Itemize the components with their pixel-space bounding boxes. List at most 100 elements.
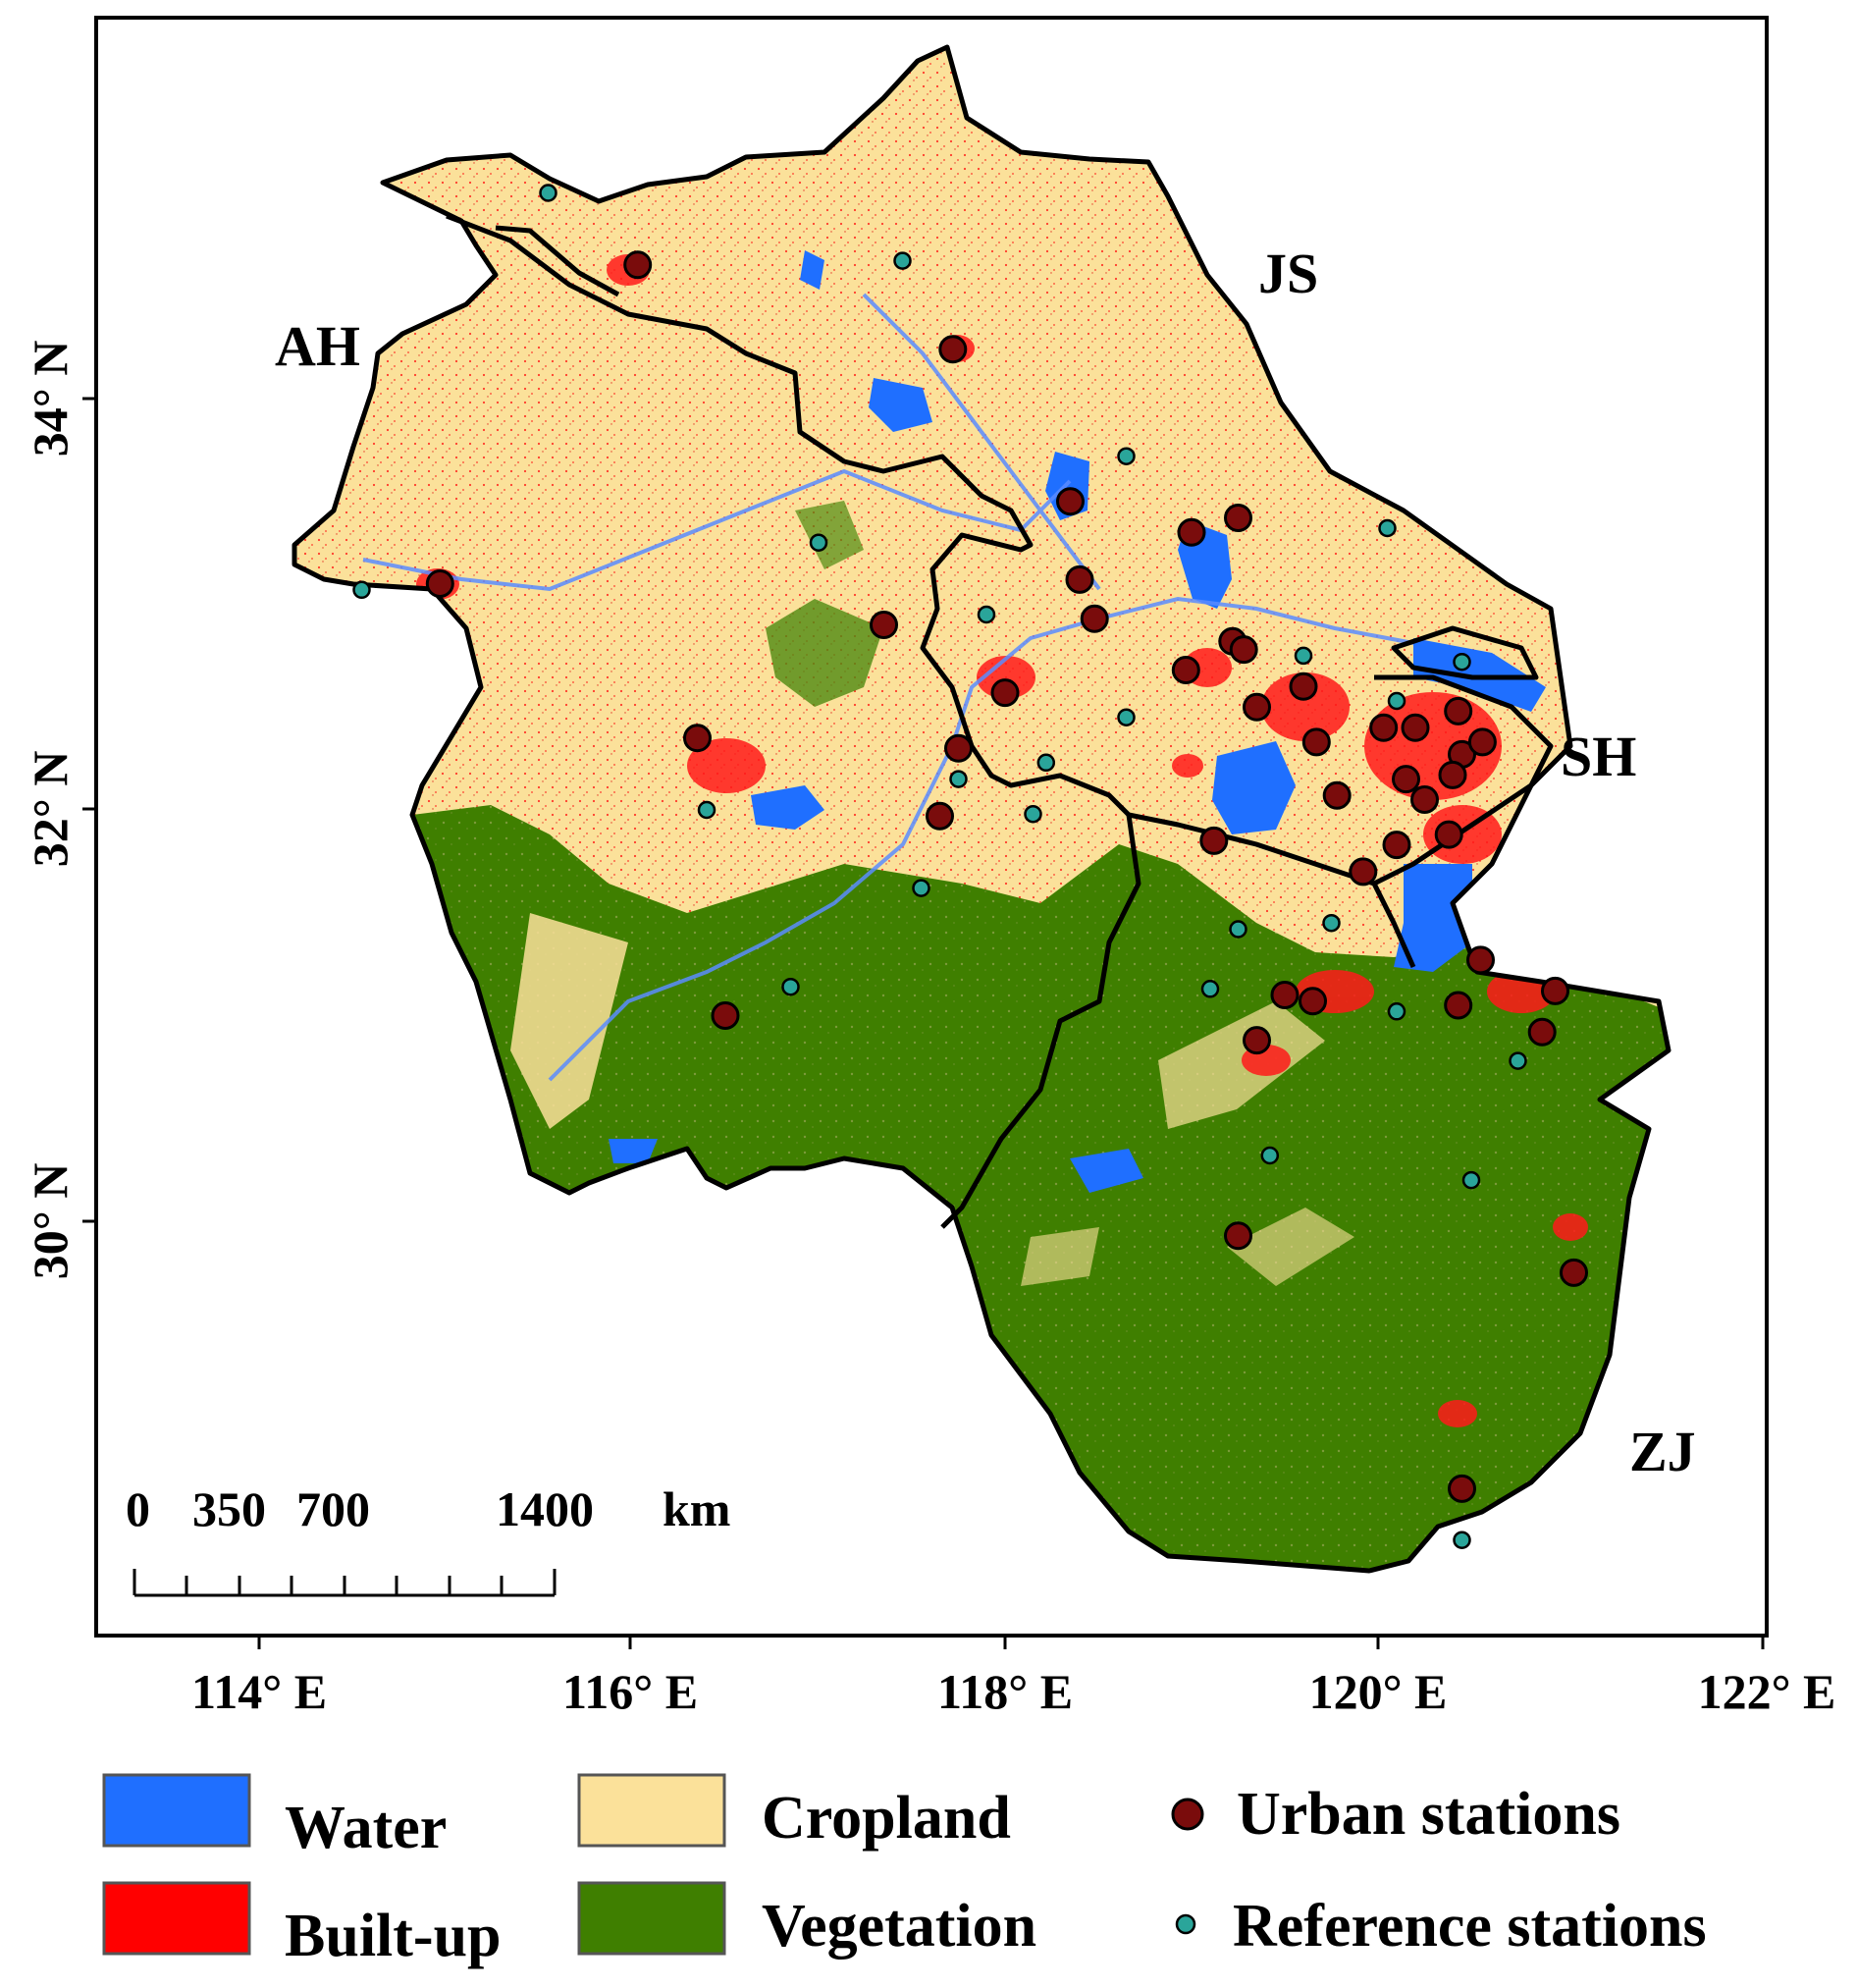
urban-station-marker <box>1299 987 1327 1016</box>
reference-station-marker <box>1453 1531 1471 1549</box>
scale-label-700: 700 <box>296 1481 370 1536</box>
urban-station-marker <box>1444 991 1473 1020</box>
hangzhou-bay <box>1394 864 1472 972</box>
x-tick-118: 118° E <box>937 1664 1073 1719</box>
reference-station-marker <box>539 184 557 202</box>
legend-label-vegetation: Vegetation <box>762 1893 1036 1960</box>
reference-station-marker <box>781 977 800 996</box>
reference-station-marker <box>1322 913 1341 933</box>
reference-station-marker <box>697 800 716 820</box>
urban-station-marker <box>1322 780 1352 810</box>
urban-station-marker <box>1199 826 1229 855</box>
reference-station-marker <box>1461 1170 1481 1190</box>
urban-station-marker <box>1444 696 1473 725</box>
lake-weishan <box>800 250 824 290</box>
region-label-zj: ZJ <box>1629 1420 1696 1483</box>
urban-station-marker <box>990 678 1020 708</box>
reference-station-marker <box>893 251 912 270</box>
urban-station-marker <box>1056 487 1085 516</box>
legend-label-urban-stations: Urban stations <box>1237 1781 1620 1848</box>
legend-swatch-vegetation <box>577 1881 726 1956</box>
legend-label-water: Water <box>285 1795 447 1861</box>
lake-chaohu <box>751 785 824 830</box>
boundary-sh <box>1372 674 1554 887</box>
legend-label-reference-stations: Reference stations <box>1233 1893 1707 1960</box>
scale-label-350: 350 <box>192 1481 266 1536</box>
urban-station-marker <box>1382 831 1411 860</box>
urban-station-marker <box>926 801 954 831</box>
urban-station-marker <box>1541 976 1569 1005</box>
legend-urban-station-marker <box>1171 1798 1204 1831</box>
scale-bar: 0 350 700 1400 km <box>126 1481 730 1597</box>
boundary-ah-js <box>446 213 1131 817</box>
urban-station-marker <box>711 1001 740 1030</box>
province-boundaries <box>294 47 1669 1571</box>
region-label-sh: SH <box>1561 725 1636 788</box>
urban-station-marker <box>1229 635 1258 665</box>
urban-station-marker <box>938 335 968 364</box>
urban-stations-layer <box>425 250 1588 1503</box>
urban-station-marker <box>1410 785 1439 814</box>
urban-station-marker <box>1448 1474 1476 1503</box>
y-tick-30: 30° N <box>23 1163 78 1280</box>
legend: Water Built-up Cropland Vegetation Urban… <box>102 1773 1707 1969</box>
urban-station-marker <box>683 724 712 753</box>
reservoir-sw <box>609 1139 658 1163</box>
urban-station-marker <box>1527 1017 1557 1047</box>
reference-station-marker <box>1200 980 1220 998</box>
urban-station-marker <box>944 733 973 763</box>
reference-station-marker <box>1117 708 1136 726</box>
region-label-js: JS <box>1258 242 1318 305</box>
reference-station-marker <box>977 605 996 624</box>
boundary-chongming <box>1391 625 1539 680</box>
reference-station-marker <box>1229 920 1247 939</box>
boundary-ah-zj <box>940 814 1141 1229</box>
reference-station-marker <box>1453 652 1471 672</box>
urban-station-marker <box>1560 1258 1588 1287</box>
scale-unit: km <box>663 1481 730 1536</box>
reference-station-marker <box>912 879 930 897</box>
urban-station-marker <box>1171 656 1200 684</box>
reference-station-marker <box>1387 691 1406 711</box>
boundary-js-zj <box>1128 812 1416 969</box>
reference-station-marker <box>1036 753 1056 773</box>
reference-station-marker <box>352 580 371 600</box>
reference-station-marker <box>1378 518 1397 538</box>
urban-station-marker <box>1466 945 1495 975</box>
urban-station-marker <box>1243 1026 1271 1055</box>
reference-station-marker <box>1509 1051 1527 1070</box>
boundary-north-bar <box>495 225 620 297</box>
urban-station-marker <box>623 250 653 280</box>
y-axis <box>82 397 96 1223</box>
legend-reference-station-marker <box>1175 1913 1196 1935</box>
urban-station-marker <box>1467 727 1497 757</box>
lake-luoma <box>869 378 932 432</box>
reference-station-marker <box>1024 804 1042 824</box>
reference-station-marker <box>1294 646 1313 666</box>
reference-station-marker <box>1260 1146 1280 1165</box>
urban-station-marker <box>1289 672 1318 701</box>
scale-label-1400: 1400 <box>496 1481 594 1536</box>
huai-river <box>362 468 1072 592</box>
urban-station-marker <box>1224 504 1252 532</box>
reference-station-marker <box>809 533 828 552</box>
legend-swatch-water <box>102 1773 251 1848</box>
legend-swatch-builtup <box>102 1881 251 1956</box>
urban-station-marker <box>1434 820 1463 849</box>
urban-station-marker <box>1369 713 1399 742</box>
legend-label-builtup: Built-up <box>285 1903 502 1969</box>
reference-station-marker <box>1117 447 1136 465</box>
y-tick-34: 34° N <box>23 341 78 457</box>
urban-station-marker <box>425 569 454 598</box>
x-axis <box>257 1636 1765 1649</box>
vegetation-patch-center <box>766 599 883 707</box>
urban-station-marker <box>1270 981 1300 1009</box>
urban-station-marker <box>1301 727 1331 757</box>
x-tick-120: 120° E <box>1309 1664 1448 1719</box>
region-label-ah: AH <box>275 314 360 378</box>
urban-station-marker <box>1080 604 1109 633</box>
urban-station-marker <box>1065 564 1094 594</box>
lake-taihu <box>1212 741 1296 834</box>
urban-station-marker <box>1438 760 1467 789</box>
legend-swatch-cropland <box>577 1773 726 1848</box>
